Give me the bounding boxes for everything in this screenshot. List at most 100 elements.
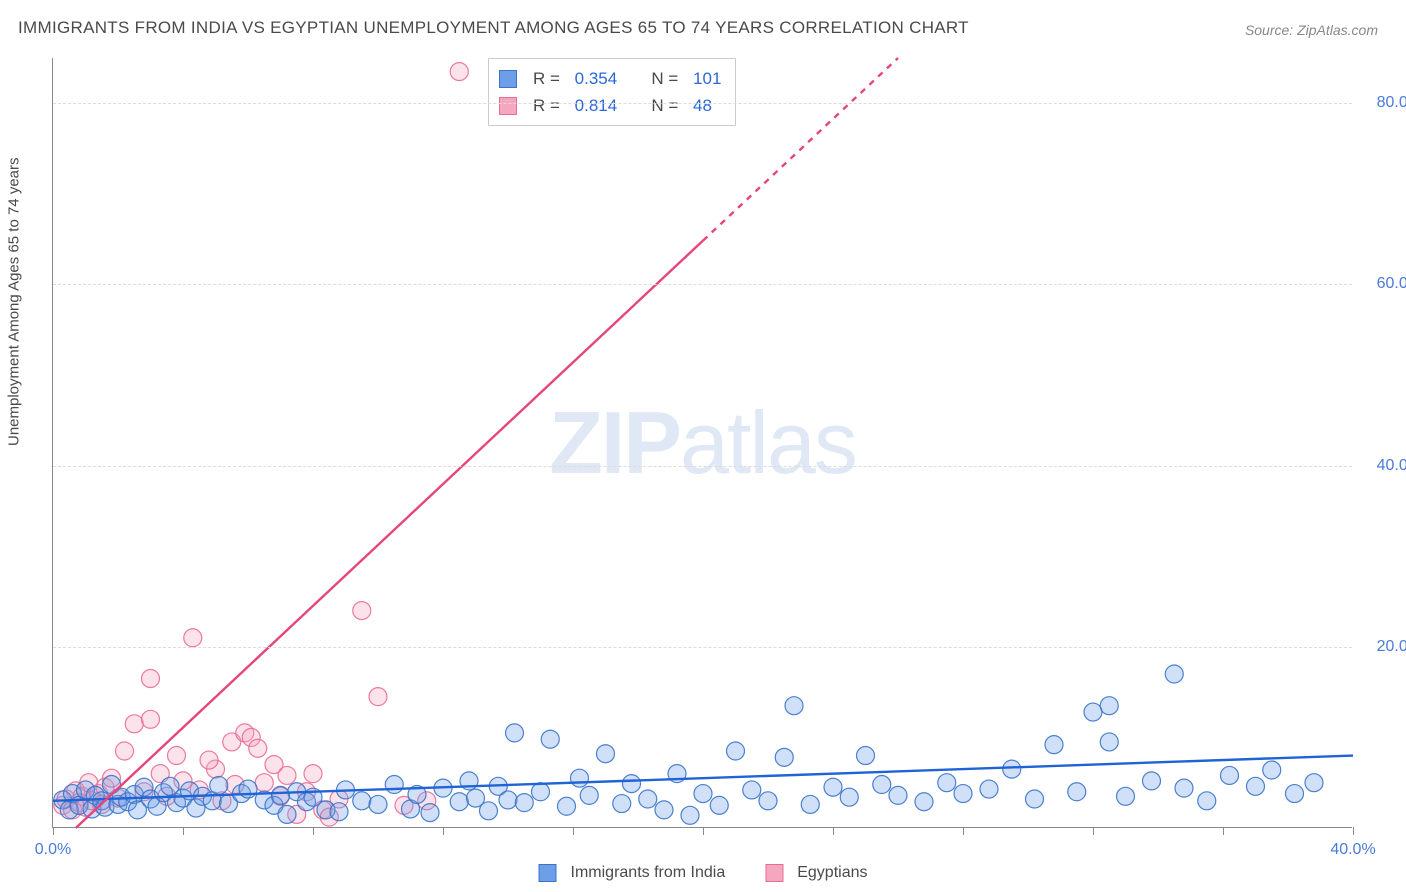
scatter-point	[421, 804, 439, 822]
scatter-point	[1068, 783, 1086, 801]
scatter-point	[1143, 772, 1161, 790]
scatter-point	[255, 774, 273, 792]
x-tick	[183, 827, 184, 835]
chart-title: IMMIGRANTS FROM INDIA VS EGYPTIAN UNEMPL…	[18, 18, 969, 38]
x-tick	[1093, 827, 1094, 835]
x-tick-label-first: 0.0%	[35, 841, 71, 859]
regression-line-dashed	[703, 58, 898, 241]
scatter-point	[580, 786, 598, 804]
scatter-point	[639, 790, 657, 808]
scatter-point	[142, 710, 160, 728]
scatter-point	[1084, 703, 1102, 721]
x-tick	[53, 827, 54, 835]
scatter-point	[142, 670, 160, 688]
scatter-point	[623, 775, 641, 793]
y-tick-label: 40.0%	[1362, 457, 1406, 475]
scatter-point	[278, 766, 296, 784]
scatter-point	[743, 781, 761, 799]
scatter-point	[681, 806, 699, 824]
scatter-point	[775, 748, 793, 766]
x-tick	[1353, 827, 1354, 835]
scatter-point	[499, 791, 517, 809]
scatter-point	[385, 776, 403, 794]
legend-swatch-egyptians	[765, 864, 783, 882]
plot-area: ZIPatlas R = 0.354 N = 101 R = 0.814 N =…	[52, 58, 1352, 828]
scatter-point	[1100, 697, 1118, 715]
scatter-point	[710, 796, 728, 814]
scatter-point	[278, 805, 296, 823]
scatter-point	[1247, 777, 1265, 795]
scatter-point	[541, 730, 559, 748]
scatter-point	[824, 778, 842, 796]
scatter-point	[168, 747, 186, 765]
scatter-point	[1221, 766, 1239, 784]
legend-label-egyptians: Egyptians	[797, 864, 867, 882]
scatter-point	[938, 774, 956, 792]
scatter-point	[1263, 761, 1281, 779]
source-attribution: Source: ZipAtlas.com	[1245, 22, 1378, 38]
scatter-point	[1003, 760, 1021, 778]
scatter-point	[655, 801, 673, 819]
scatter-point	[1026, 790, 1044, 808]
scatter-point	[304, 765, 322, 783]
y-tick-label: 60.0%	[1362, 275, 1406, 293]
scatter-point	[272, 786, 290, 804]
scatter-point	[480, 802, 498, 820]
gridline	[53, 284, 1352, 285]
scatter-point	[571, 769, 589, 787]
scatter-point	[369, 688, 387, 706]
scatter-point	[1198, 792, 1216, 810]
scatter-point	[1165, 665, 1183, 683]
scatter-point	[1117, 787, 1135, 805]
scatter-point	[125, 715, 143, 733]
scatter-point	[353, 602, 371, 620]
y-axis-label: Unemployment Among Ages 65 to 74 years	[6, 157, 23, 446]
scatter-point	[1286, 785, 1304, 803]
bottom-legend: Immigrants from India Egyptians	[539, 864, 868, 882]
scatter-point	[857, 747, 875, 765]
scatter-point	[249, 739, 267, 757]
scatter-point	[889, 786, 907, 804]
regression-line	[76, 241, 703, 828]
scatter-point	[954, 785, 972, 803]
y-tick-label: 20.0%	[1362, 638, 1406, 656]
scatter-point	[330, 803, 348, 821]
scatter-point	[558, 797, 576, 815]
y-tick-label: 80.0%	[1362, 94, 1406, 112]
scatter-point	[1305, 774, 1323, 792]
x-tick	[833, 827, 834, 835]
scatter-point	[785, 697, 803, 715]
scatter-point	[980, 780, 998, 798]
scatter-point	[1045, 736, 1063, 754]
x-tick	[963, 827, 964, 835]
scatter-point	[515, 794, 533, 812]
scatter-point	[840, 788, 858, 806]
x-tick	[443, 827, 444, 835]
chart-svg	[53, 58, 1352, 827]
scatter-point	[450, 63, 468, 81]
legend-swatch-india	[539, 864, 557, 882]
legend-label-india: Immigrants from India	[571, 864, 726, 882]
scatter-point	[801, 795, 819, 813]
scatter-point	[210, 776, 228, 794]
gridline	[53, 647, 1352, 648]
scatter-point	[727, 742, 745, 760]
scatter-point	[116, 742, 134, 760]
gridline	[53, 466, 1352, 467]
legend-item-egyptians: Egyptians	[765, 864, 867, 882]
scatter-point	[1175, 779, 1193, 797]
x-tick-label-last: 40.0%	[1330, 841, 1375, 859]
scatter-point	[915, 793, 933, 811]
legend-item-india: Immigrants from India	[539, 864, 726, 882]
scatter-point	[694, 785, 712, 803]
x-tick	[1223, 827, 1224, 835]
gridline	[53, 103, 1352, 104]
scatter-point	[873, 776, 891, 794]
x-tick	[573, 827, 574, 835]
x-tick	[703, 827, 704, 835]
x-tick	[313, 827, 314, 835]
scatter-point	[597, 745, 615, 763]
scatter-point	[184, 629, 202, 647]
scatter-point	[759, 792, 777, 810]
scatter-point	[450, 793, 468, 811]
